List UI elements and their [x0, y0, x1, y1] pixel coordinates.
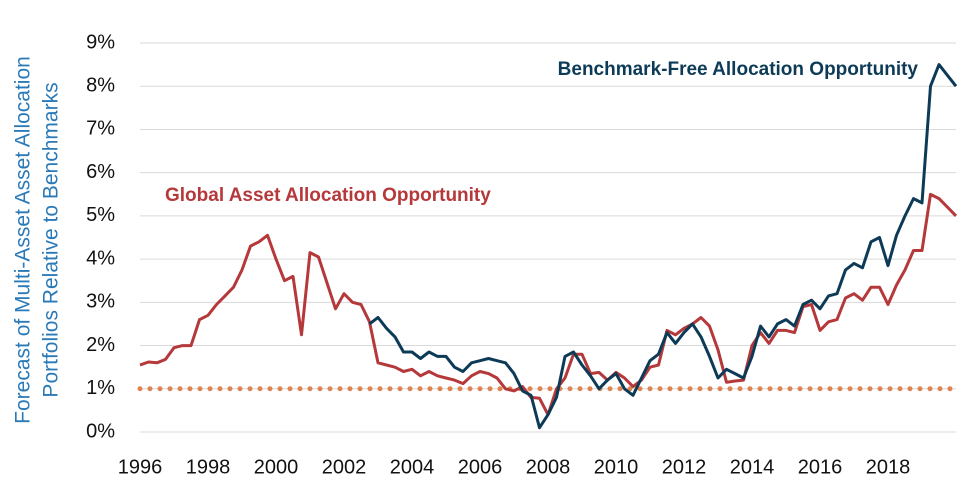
- x-tick-label: 2004: [390, 456, 435, 478]
- x-tick-label: 1996: [118, 456, 163, 478]
- y-tick-label: 6%: [86, 161, 115, 183]
- y-tick-label: 8%: [86, 75, 115, 97]
- annotation: Benchmark-Free Allocation Opportunity: [558, 59, 919, 80]
- y-tick-label: 2%: [86, 334, 115, 356]
- x-tick-label: 2016: [798, 456, 843, 478]
- x-tick-label: 1998: [186, 456, 231, 478]
- series-line: [368, 63, 958, 430]
- y-tick-label: 7%: [86, 118, 115, 140]
- x-tick-label: 2014: [730, 456, 775, 478]
- x-tick-label: 2000: [254, 456, 299, 478]
- y-tick-label: 0%: [86, 420, 115, 442]
- y-axis-label: Portfolios Relative to Benchmarks: [40, 82, 63, 397]
- y-tick-label: 4%: [86, 247, 115, 269]
- series-line: [139, 192, 958, 417]
- y-tick-label: 9%: [86, 31, 115, 53]
- x-tick-label: 2002: [322, 456, 367, 478]
- y-tick-label: 5%: [86, 204, 115, 226]
- x-tick-label: 2008: [526, 456, 571, 478]
- y-tick-label: 3%: [86, 291, 115, 313]
- y-axis-label: Forecast of Multi-Asset Asset Allocation: [12, 56, 35, 424]
- x-tick-label: 2018: [866, 456, 911, 478]
- x-tick-label: 2012: [662, 456, 707, 478]
- x-tick-label: 2010: [594, 456, 639, 478]
- x-tick-label: 2006: [458, 456, 503, 478]
- y-tick-label: 1%: [86, 377, 115, 399]
- annotation: Global Asset Allocation Opportunity: [165, 185, 491, 206]
